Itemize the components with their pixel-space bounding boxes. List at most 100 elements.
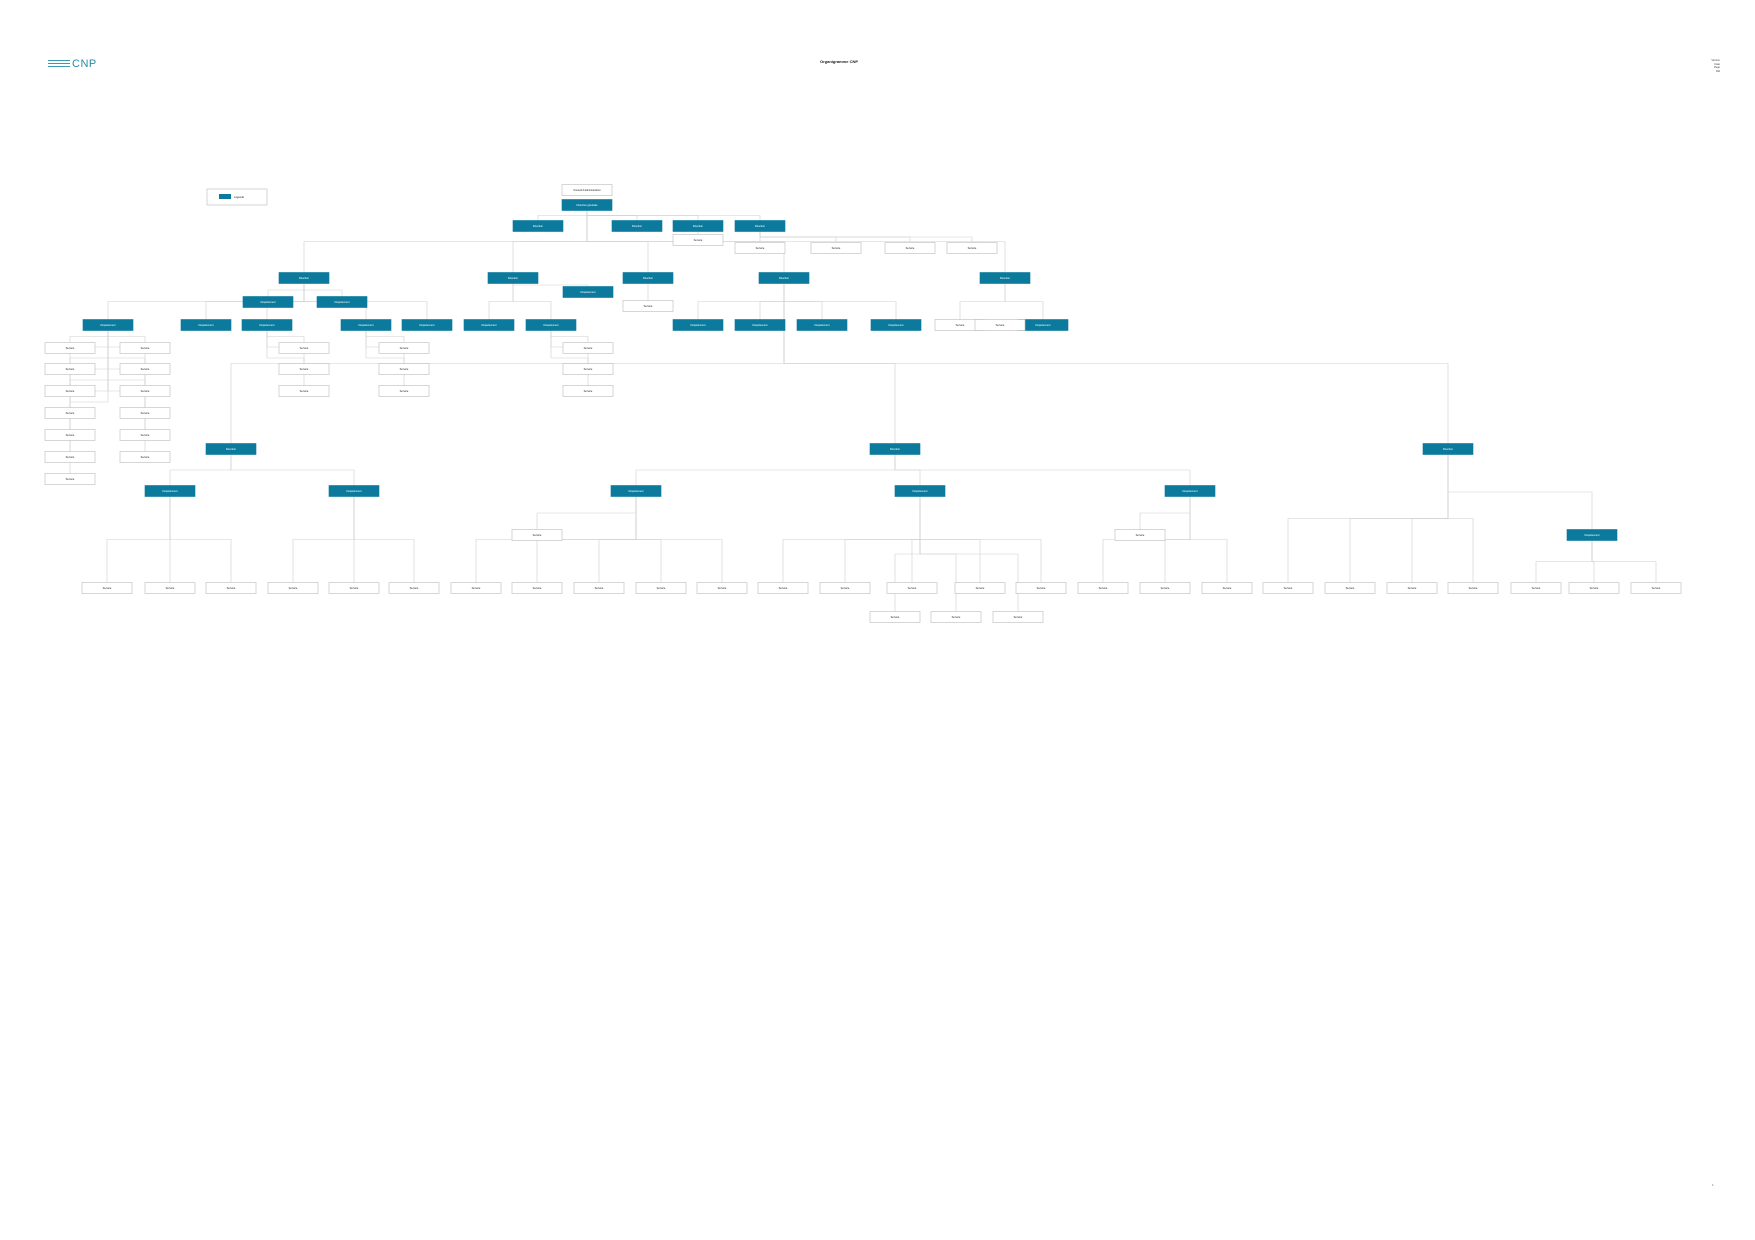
- org-node: Service: [562, 363, 614, 375]
- service-box: [378, 342, 430, 354]
- node-label: Direction: [1443, 447, 1454, 451]
- org-node: Département: [144, 485, 196, 497]
- service-box: [1139, 582, 1191, 594]
- connector-line: [1591, 540, 1657, 583]
- service-box: [886, 582, 938, 594]
- connector-line: [959, 283, 1006, 320]
- org-node: Service: [1630, 582, 1682, 594]
- node-label: Service: [694, 238, 703, 242]
- org-node: Service: [1015, 582, 1067, 594]
- connector-line: [266, 330, 305, 343]
- node-label: Département: [261, 300, 276, 304]
- unit-box: [340, 319, 392, 331]
- service-box: [884, 242, 936, 254]
- logo-text: CNP: [72, 58, 97, 70]
- node-label: Service: [584, 367, 593, 371]
- service-box: [954, 582, 1006, 594]
- org-node: Service: [119, 363, 171, 375]
- connector-line: [292, 496, 355, 583]
- node-label: Service: [300, 346, 309, 350]
- meta-line: Date: [1714, 62, 1720, 66]
- node-label: Département: [691, 323, 706, 327]
- service-box: [992, 611, 1044, 623]
- connector-line: [550, 330, 589, 343]
- org-node: Service: [1114, 529, 1166, 541]
- connector-line: [783, 283, 897, 320]
- service-box: [378, 363, 430, 375]
- unit-box: [622, 272, 674, 284]
- connector-line: [537, 210, 588, 221]
- org-node: Conseil d'administration: [561, 184, 613, 196]
- node-label: Département: [199, 323, 214, 327]
- service-box: [44, 385, 96, 397]
- service-box: [562, 342, 614, 354]
- service-box: [635, 582, 687, 594]
- org-node: Département: [340, 319, 392, 331]
- node-label: Service: [1469, 586, 1478, 590]
- service-box: [1114, 529, 1166, 541]
- node-label: Département: [335, 300, 350, 304]
- node-label: Service: [584, 346, 593, 350]
- connector-line: [169, 496, 232, 583]
- unit-box: [401, 319, 453, 331]
- org-node: Direction: [734, 220, 786, 232]
- node-label: Service: [996, 323, 1005, 327]
- org-node: Service: [44, 451, 96, 463]
- node-label: Département: [581, 290, 596, 294]
- service-box: [1077, 582, 1129, 594]
- org-node: Direction: [979, 272, 1031, 284]
- connector-line: [365, 330, 405, 386]
- node-label: Service: [66, 477, 75, 481]
- service-box: [1447, 582, 1499, 594]
- node-label: Département: [1036, 323, 1051, 327]
- service-box: [278, 342, 330, 354]
- service-box: [119, 407, 171, 419]
- org-node: Service: [44, 407, 96, 419]
- node-label: Département: [815, 323, 830, 327]
- connector-line: [635, 496, 723, 583]
- node-label: Service: [1161, 586, 1170, 590]
- unit-box: [205, 443, 257, 455]
- org-node: Service: [378, 385, 430, 397]
- connector-line: [894, 496, 921, 612]
- node-label: Département: [101, 323, 116, 327]
- org-node: Département: [82, 319, 134, 331]
- node-label: Service: [66, 346, 75, 350]
- service-box: [278, 363, 330, 375]
- node-label: Service: [1099, 586, 1108, 590]
- unit-box: [278, 272, 330, 284]
- service-box: [378, 385, 430, 397]
- org-node: Département: [525, 319, 577, 331]
- node-label: Service: [1652, 586, 1661, 590]
- unit-box: [180, 319, 232, 331]
- node-label: Service: [166, 586, 175, 590]
- node-label: Direction: [693, 224, 704, 228]
- node-label: Service: [1223, 586, 1232, 590]
- connector-line: [894, 454, 1191, 486]
- node-label: Service: [779, 586, 788, 590]
- node-label: Département: [482, 323, 497, 327]
- org-node: Service: [119, 385, 171, 397]
- org-node: Département: [401, 319, 453, 331]
- unit-box: [672, 319, 724, 331]
- unit-box: [525, 319, 577, 331]
- node-label: Service: [103, 586, 112, 590]
- service-box: [44, 407, 96, 419]
- node-label: Direction: [1000, 276, 1011, 280]
- unit-box: [1164, 485, 1216, 497]
- node-label: Service: [400, 367, 409, 371]
- service-box: [974, 319, 1026, 331]
- service-box: [573, 582, 625, 594]
- service-box: [946, 242, 998, 254]
- meta-line: Page: [1713, 66, 1720, 70]
- org-node: Département: [610, 485, 662, 497]
- org-node: Département: [463, 319, 515, 331]
- connector-line: [1139, 496, 1191, 530]
- connector-line: [550, 330, 589, 386]
- connector-line: [365, 330, 405, 343]
- connector-line: [919, 496, 1042, 583]
- org-node: Département: [870, 319, 922, 331]
- service-box: [119, 385, 171, 397]
- node-label: Service: [1014, 615, 1023, 619]
